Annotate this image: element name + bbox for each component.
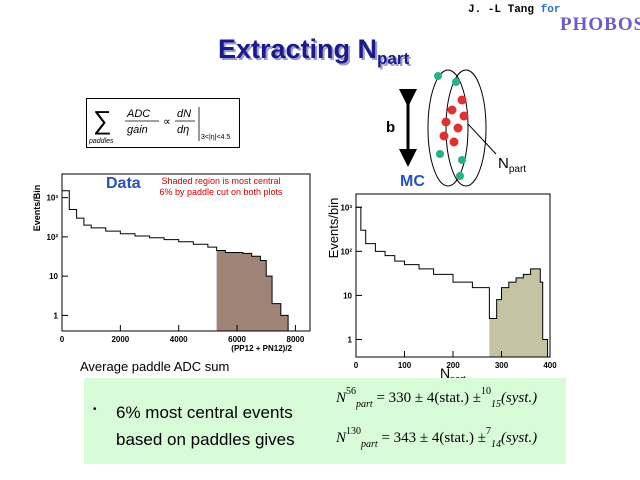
eq1-N: N [336, 390, 347, 406]
x-axis-label-sub: part [450, 374, 466, 380]
equation-au56: N56 part = 330 ± 4(stat.) ±10 15(syst.) [336, 386, 537, 410]
y-axis-label: Events/Bin [32, 185, 42, 232]
mc-label: MC [400, 173, 425, 190]
result-equations: N56part = 330 ± 4(stat.) ±1015(syst.) N1… [330, 378, 566, 464]
prop-symbol: ∝ [163, 116, 171, 128]
phobos-logo: PHOBOS [560, 14, 640, 35]
npart-label: Npart [498, 155, 526, 175]
eq2-sub: part [361, 439, 378, 450]
nucleus-right [445, 69, 487, 187]
eq2-N: N [336, 430, 347, 446]
x-axis-label: Average paddle ADC sum [80, 359, 229, 374]
y-axis-label: Events/bin [326, 198, 341, 259]
eq1-dn: 15 [490, 399, 501, 410]
x-tick-label: 2000 [111, 335, 129, 344]
histogram-line [356, 206, 549, 357]
data-histogram: 0 2000 4000 6000 8000 1 10 10² 10³ Events/Bin (PP1… [32, 173, 311, 374]
nucleon [459, 111, 469, 121]
nucleon [447, 105, 457, 115]
x-tick-label: 6000 [228, 335, 246, 344]
nucleon [449, 137, 459, 147]
data-label: Data [106, 175, 141, 192]
x-tick-label: 0 [354, 361, 359, 370]
shaded-region [489, 268, 548, 357]
frac-den-left: gain [127, 124, 148, 136]
eq2-sup: 130 [346, 426, 362, 437]
author-name: J. -L Tang [468, 4, 535, 16]
title-sub: part [377, 49, 410, 68]
y-tick-label: 10² [340, 247, 352, 256]
nucleon [458, 156, 466, 164]
title-main: Extracting N [218, 34, 378, 64]
eq2-tail: (syst.) [500, 430, 538, 446]
x-tick-label: 100 [398, 361, 412, 370]
y-tick-label: 1 [348, 335, 353, 344]
shaded-note: Shaded region is most central 6% by padd… [159, 176, 283, 197]
sum-symbol: ∑ [93, 105, 112, 135]
eq2-up: 7 [485, 426, 491, 437]
formula-svg: ∑ paddles ADC gain ∝ dN dη 3<|η|<4.5 [88, 105, 230, 145]
npart-n: N [498, 155, 509, 172]
formula-box: ∑ paddles ADC gain ∝ dN dη 3<|η|<4.5 [86, 98, 240, 148]
nucleon [456, 172, 464, 180]
nucleons [434, 72, 469, 180]
nucleon [453, 123, 463, 133]
eq1-up: 10 [480, 386, 491, 397]
author-credit: J. -L Tang for [468, 4, 560, 16]
npart-sub: part [509, 164, 526, 175]
summary-text: 6% most central events based on paddles … [116, 403, 295, 449]
eq1-sub: part [356, 399, 373, 410]
equation-au130: N130 part = 343 ± 4(stat.) ±7 14(syst.) [336, 426, 537, 450]
npart-schematic: b Npart [386, 69, 526, 187]
eq2-rhs: = 343 ± 4(stat.) ± [381, 430, 486, 446]
x-tick-label: 200 [446, 361, 460, 370]
frac-den-right: dη [177, 124, 189, 136]
x-tick-label: 8000 [287, 335, 305, 344]
x-tick-label: 400 [543, 361, 557, 370]
eq1-rhs: = 330 ± 4(stat.) ± [376, 390, 481, 406]
author-for: for [540, 4, 561, 16]
y-tick-label: 10³ [340, 203, 352, 212]
plot-frame [61, 173, 311, 332]
x-tick-label: 4000 [170, 335, 188, 344]
x-tick-label: 300 [495, 361, 509, 370]
nucleon [441, 117, 451, 127]
eq2-dn: 14 [490, 439, 501, 450]
impact-label: b [386, 119, 395, 136]
y-tick-label: 10³ [46, 194, 58, 203]
eq1-tail: (syst.) [500, 390, 538, 406]
shaded-region [216, 250, 289, 331]
y-tick-label: 10² [46, 233, 58, 242]
x-tick-label: 0 [60, 335, 65, 344]
nucleon [452, 78, 460, 86]
npart-pointer [467, 123, 497, 155]
bullet-marker: • [93, 404, 97, 415]
x-axis-formula: (PP12 + PN12)/2 [231, 344, 292, 353]
nucleon [436, 150, 444, 158]
slide-title: Extracting Npart [218, 34, 409, 69]
frac-num-right: dN [177, 108, 191, 120]
histogram-line [62, 190, 289, 331]
formula-range: 3<|η|<4.5 [201, 134, 230, 141]
nucleon [434, 72, 442, 80]
frac-num-left: ADC [126, 108, 150, 120]
eq1-sup: 56 [346, 386, 357, 397]
nucleon [457, 95, 467, 105]
y-tick-label: 10 [343, 291, 352, 300]
y-tick-label: 1 [54, 311, 59, 320]
nucleon [439, 131, 449, 141]
sum-under: paddles [88, 138, 114, 145]
nucleus-left [427, 69, 469, 187]
y-tick-label: 10 [49, 272, 58, 281]
